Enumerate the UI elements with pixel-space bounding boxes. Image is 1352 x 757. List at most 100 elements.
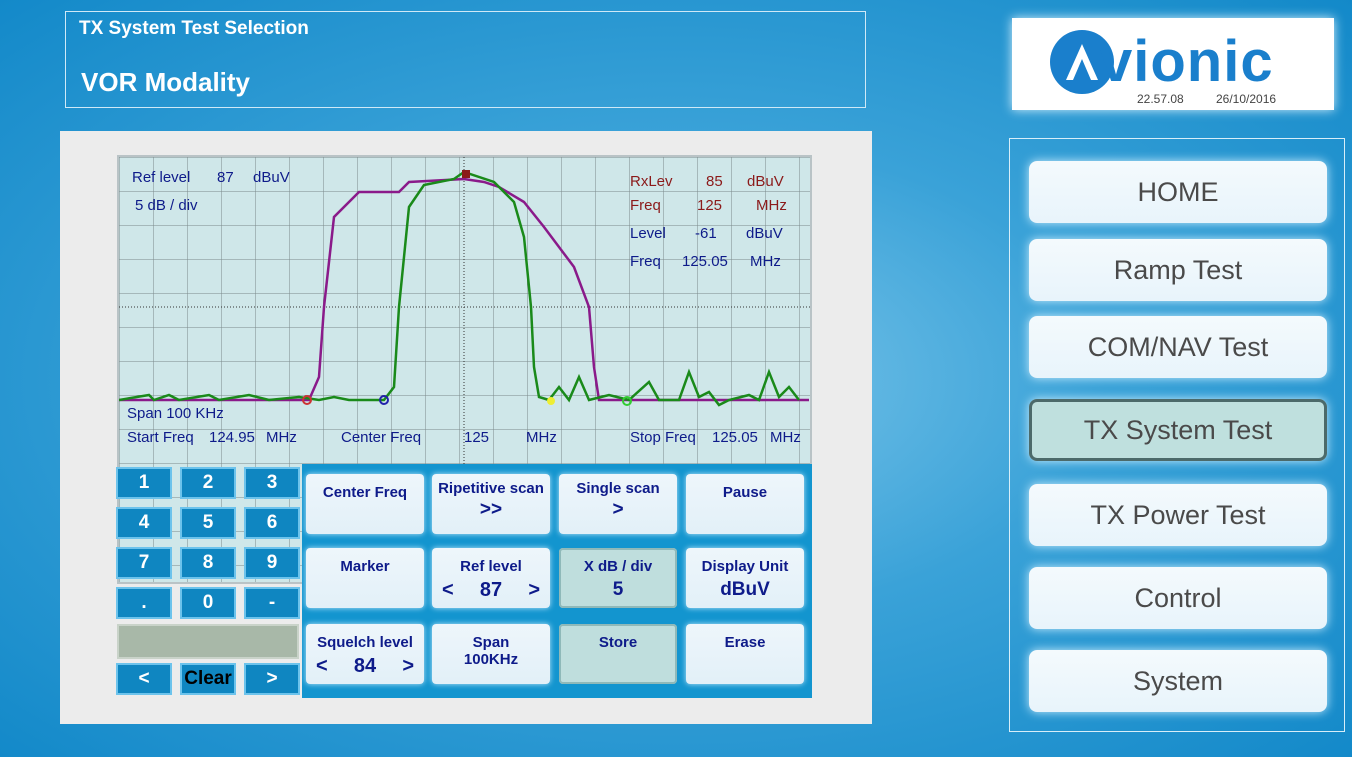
ref-level-control[interactable]: Ref level < 87 > — [432, 548, 550, 608]
squelch-level-control[interactable]: Squelch level < 84 > — [306, 624, 424, 684]
display-unit-button[interactable]: Display Unit dBuV — [686, 548, 804, 608]
level-unit: dBuV — [746, 225, 783, 242]
key-right[interactable]: > — [244, 663, 300, 695]
keypad-display — [117, 624, 299, 659]
freq2-unit: MHz — [750, 253, 781, 270]
nav-home[interactable]: HOME — [1029, 161, 1327, 223]
level-label: Level — [630, 225, 666, 242]
key-2[interactable]: 2 — [180, 467, 236, 499]
span-button[interactable]: Span 100KHz — [432, 624, 550, 684]
marker-button-label: Marker — [340, 558, 390, 575]
modality-title: VOR Modality — [81, 67, 251, 97]
center-freq-label: Center Freq — [341, 429, 422, 446]
erase-button-label: Erase — [724, 634, 766, 651]
freq1-label: Freq — [630, 197, 661, 214]
rxlev-label: RxLev — [630, 173, 673, 190]
single-scan-label: Single scan — [576, 480, 660, 497]
marker-peak — [462, 170, 470, 178]
squelch-level-label: Squelch level — [317, 634, 413, 651]
trace-green — [119, 170, 800, 407]
key-7[interactable]: 7 — [116, 547, 172, 579]
level-value: -61 — [695, 225, 717, 242]
x-db-div-value: 5 — [612, 579, 624, 600]
squelch-level-value: 84 — [353, 655, 377, 677]
nav-ramp-test[interactable]: Ramp Test — [1029, 239, 1327, 301]
pause-button[interactable]: Pause — [686, 474, 804, 534]
freq1-value: 125 — [697, 197, 723, 214]
stop-freq-value: 125.05 — [712, 429, 758, 446]
marker-blue — [379, 395, 389, 405]
center-freq-button[interactable]: Center Freq — [306, 474, 424, 534]
nav-control[interactable]: Control — [1029, 567, 1327, 629]
clock-date: 26/10/2016 — [1216, 92, 1277, 106]
stop-freq-label: Stop Freq — [630, 429, 696, 446]
ref-level-label: Ref level — [132, 169, 191, 186]
marker-button[interactable]: Marker — [306, 548, 424, 608]
key-left[interactable]: < — [116, 663, 172, 695]
marker-yellow — [547, 397, 555, 405]
key-clear[interactable]: Clear — [180, 663, 236, 695]
span-button-value: 100KHz — [463, 651, 519, 668]
key-5[interactable]: 5 — [180, 507, 236, 539]
nav-tx-power-test[interactable]: TX Power Test — [1029, 484, 1327, 546]
nav-panel: HOME Ramp Test COM/NAV Test TX System Te… — [1009, 138, 1345, 732]
center-freq-value: 125 — [464, 429, 490, 446]
trace-purple — [119, 177, 809, 402]
freq2-value: 125.05 — [682, 253, 728, 270]
key-8[interactable]: 8 — [180, 547, 236, 579]
single-scan-symbol: > — [612, 499, 624, 520]
ref-level-value: 87 — [217, 169, 234, 186]
rxlev-unit: dBuV — [747, 173, 784, 190]
clock-time: 22.57.08 — [1137, 92, 1184, 106]
ref-level-control-value: 87 — [479, 579, 503, 601]
marker-green — [622, 396, 632, 406]
squelch-inc-button[interactable]: > — [402, 655, 414, 677]
key-1[interactable]: 1 — [116, 467, 172, 499]
logo-word: vionic — [1100, 29, 1274, 94]
selection-title: TX System Test Selection — [79, 18, 309, 39]
brand-logo: vionic 22.57.08 26/10/2016 — [1012, 18, 1334, 110]
key-6[interactable]: 6 — [244, 507, 300, 539]
key-minus[interactable]: - — [244, 587, 300, 619]
center-freq-unit: MHz — [526, 429, 557, 446]
pause-button-label: Pause — [722, 484, 768, 501]
start-freq-unit: MHz — [266, 429, 297, 446]
rxlev-value: 85 — [706, 173, 723, 190]
repetitive-scan-button[interactable]: Ripetitive scan >> — [432, 474, 550, 534]
display-unit-label: Display Unit — [701, 558, 789, 575]
display-unit-value: dBuV — [720, 579, 770, 600]
nav-tx-system-test[interactable]: TX System Test — [1029, 399, 1327, 461]
ref-level-unit: dBuV — [253, 169, 290, 186]
erase-button[interactable]: Erase — [686, 624, 804, 684]
ref-level-control-label: Ref level — [460, 558, 522, 575]
function-panel: Center Freq Ripetitive scan >> Single sc… — [302, 464, 812, 698]
x-db-div-button[interactable]: X dB / div 5 — [559, 548, 677, 608]
header-box: TX System Test Selection VOR Modality — [65, 11, 866, 108]
key-9[interactable]: 9 — [244, 547, 300, 579]
start-freq-value: 124.95 — [209, 429, 255, 446]
span-button-label: Span — [472, 634, 510, 651]
x-db-div-label: X dB / div — [583, 558, 653, 575]
store-button-label: Store — [598, 634, 638, 651]
repetitive-scan-symbol: >> — [479, 499, 503, 520]
key-0[interactable]: 0 — [180, 587, 236, 619]
start-freq-label: Start Freq — [127, 429, 194, 446]
key-dot[interactable]: . — [116, 587, 172, 619]
nav-comnav-test[interactable]: COM/NAV Test — [1029, 316, 1327, 378]
nav-system[interactable]: System — [1029, 650, 1327, 712]
squelch-dec-button[interactable]: < — [316, 655, 328, 677]
repetitive-scan-label: Ripetitive scan — [438, 480, 544, 497]
span-readout: Span 100 KHz — [127, 405, 224, 422]
single-scan-button[interactable]: Single scan > — [559, 474, 677, 534]
key-3[interactable]: 3 — [244, 467, 300, 499]
analyzer-panel: Ref level 87 dBuV 5 dB / div RxLev 85 dB… — [60, 131, 872, 724]
store-button[interactable]: Store — [559, 624, 677, 684]
logo-mark-icon — [1050, 30, 1114, 94]
key-4[interactable]: 4 — [116, 507, 172, 539]
freq1-unit: MHz — [756, 197, 787, 214]
ref-level-dec-button[interactable]: < — [442, 579, 454, 601]
scale-label: 5 dB / div — [135, 197, 198, 214]
stop-freq-unit: MHz — [770, 429, 801, 446]
ref-level-inc-button[interactable]: > — [528, 579, 540, 601]
freq2-label: Freq — [630, 253, 661, 270]
